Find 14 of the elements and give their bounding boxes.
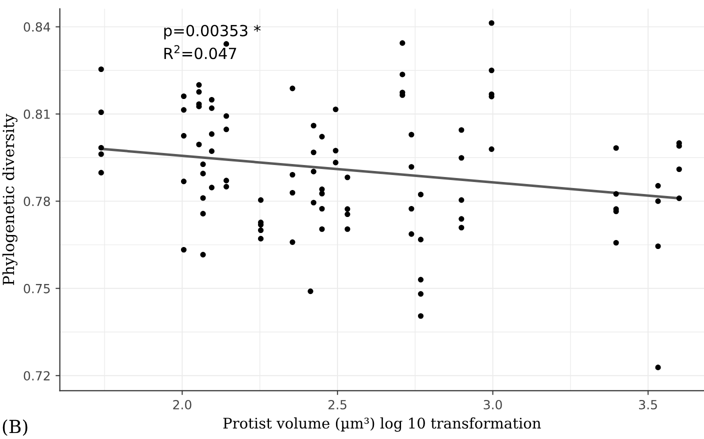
x-tick-label: 2.0 bbox=[173, 400, 192, 410]
annotation: R$^{2}$=0.047 bbox=[164, 45, 236, 60]
y-tick-label: 0.81 bbox=[24, 109, 50, 119]
text: (B) bbox=[2, 419, 28, 436]
annotation: p=0.00353 * bbox=[164, 24, 261, 40]
y-tick-label: 0.78 bbox=[24, 196, 50, 206]
x-tick-label: 3.5 bbox=[639, 400, 657, 410]
y-tick-label: 0.84 bbox=[24, 22, 50, 32]
y-axis-title: Phylogenetic diversity bbox=[2, 114, 18, 285]
y-tick-label: 0.72 bbox=[24, 371, 50, 381]
x-axis-title: Protist volume (µm³) log 10 transformation bbox=[223, 417, 541, 432]
x-tick-label: 2.5 bbox=[328, 400, 346, 410]
x-tick-label: 3.0 bbox=[484, 400, 502, 410]
y-tick-label: 0.75 bbox=[24, 284, 50, 294]
